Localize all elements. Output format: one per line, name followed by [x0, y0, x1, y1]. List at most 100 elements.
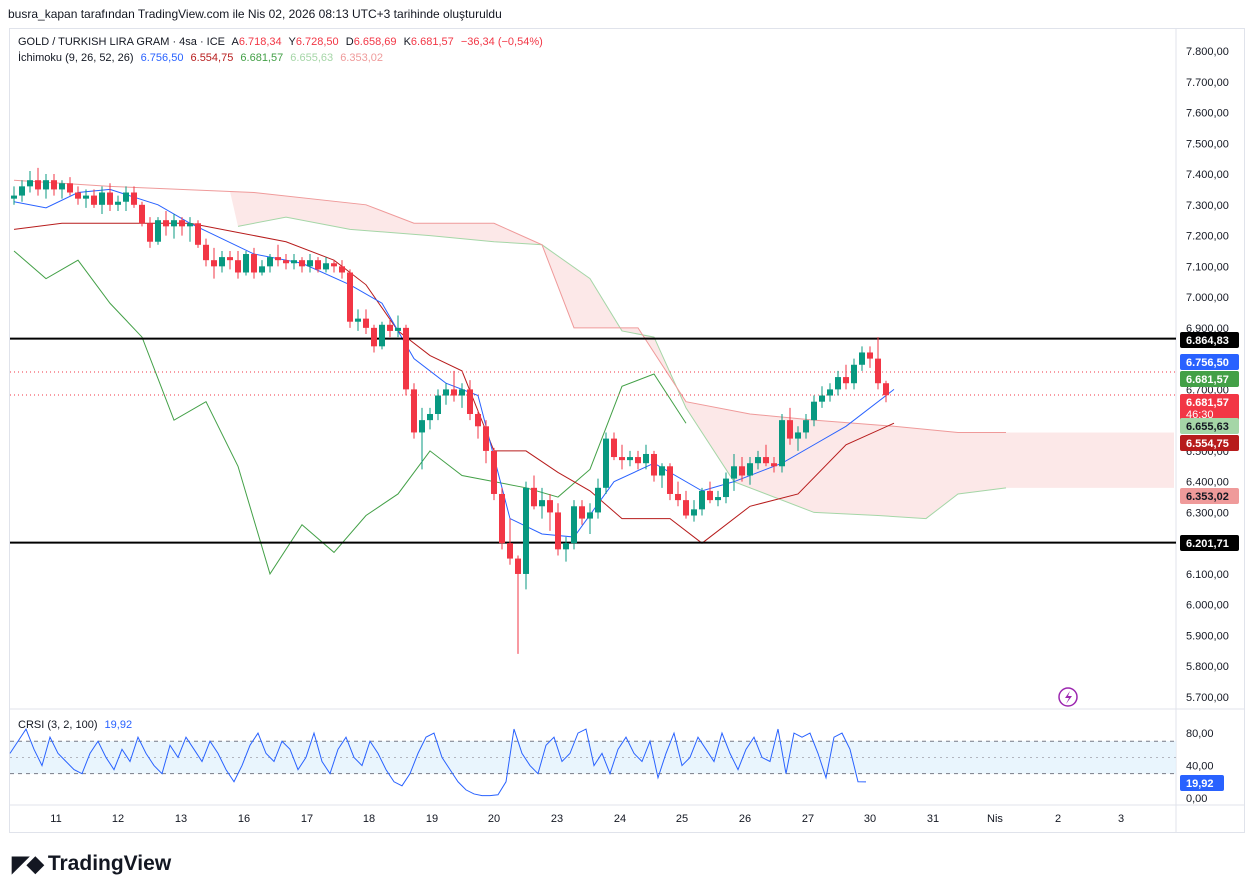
candle-body — [275, 257, 281, 261]
candle-body — [763, 457, 769, 464]
candle-body — [627, 457, 633, 461]
y-tick-label: 7.200,00 — [1186, 231, 1229, 243]
candle-body — [499, 493, 505, 544]
price-label-text: 6.864,83 — [1186, 335, 1229, 347]
y-tick-label: 7.600,00 — [1186, 108, 1229, 120]
price-label-badge — [1180, 354, 1239, 370]
candle-body — [827, 389, 833, 396]
y-tick-label: 6.000,00 — [1186, 600, 1229, 612]
candle-body — [299, 260, 305, 267]
y-tick-label: 7.300,00 — [1186, 200, 1229, 212]
candle-body — [267, 257, 273, 267]
tradingview-logo[interactable]: ◤◆ TradingView — [12, 851, 171, 877]
candle-body — [227, 257, 233, 261]
candle-body — [315, 260, 321, 270]
candle-body — [163, 220, 169, 227]
candle-body — [851, 364, 857, 384]
candle-body — [731, 466, 737, 479]
candle-body — [515, 558, 521, 574]
change-value: −36,34 (−0,54%) — [460, 36, 543, 48]
candle-body — [427, 413, 433, 421]
ichimoku-span-a-value: 6.655,63 — [290, 52, 334, 64]
price-label-text: 6.681,57 — [1186, 374, 1229, 386]
candle-body — [811, 401, 817, 421]
candle-body — [155, 220, 161, 242]
candle-body — [755, 457, 761, 464]
crsi-legend[interactable]: CRSI (3, 2, 100) 19,92 — [18, 719, 136, 731]
candle-body — [795, 432, 801, 439]
candle-body — [139, 204, 145, 224]
candle-body — [819, 395, 825, 402]
candle-body — [27, 180, 33, 187]
crsi-value-badge — [1180, 775, 1224, 791]
candle-body — [115, 201, 121, 205]
y-tick-label: 6.400,00 — [1186, 477, 1229, 489]
candle-body — [611, 438, 617, 458]
y-tick-label: 7.800,00 — [1186, 46, 1229, 58]
y-tick-label: 6.900,00 — [1186, 323, 1229, 335]
low-value: 6.658,69 — [353, 36, 397, 48]
candle-body — [835, 377, 841, 390]
header-caption: busra_kapan tarafından TradingView.com i… — [8, 7, 502, 21]
price-label-badge — [1180, 488, 1239, 504]
candle-body — [483, 426, 489, 451]
crsi-value-badge-text: 19,92 — [1186, 778, 1214, 790]
crsi-label: CRSI (3, 2, 100) — [18, 719, 98, 731]
chart-frame — [9, 28, 1245, 833]
open-label: A — [231, 36, 239, 48]
y-tick-label: 7.500,00 — [1186, 138, 1229, 150]
open-value: 6.718,34 — [238, 36, 282, 48]
candle-body — [651, 453, 657, 476]
y-tick-label: 7.400,00 — [1186, 169, 1229, 181]
candle-body — [723, 478, 729, 498]
x-tick-label: 31 — [927, 813, 939, 825]
candle-body — [467, 389, 473, 414]
x-tick-label: 17 — [301, 813, 313, 825]
lightning-icon-bolt — [1065, 691, 1072, 704]
x-tick-label: 20 — [488, 813, 500, 825]
candle-body — [715, 497, 721, 501]
x-tick-label: 26 — [739, 813, 751, 825]
x-tick-label: 27 — [802, 813, 814, 825]
x-tick-label: 23 — [551, 813, 563, 825]
high-label: Y — [288, 36, 296, 48]
price-label-badge — [1180, 535, 1239, 551]
candle-body — [883, 383, 889, 396]
candle-body — [19, 186, 25, 196]
x-tick-label: 12 — [112, 813, 124, 825]
y-tick-label: 5.900,00 — [1186, 630, 1229, 642]
close-value: 6.681,57 — [410, 36, 454, 48]
candle-body — [563, 543, 569, 550]
candle-body — [595, 487, 601, 513]
candle-body — [235, 260, 241, 273]
candle-body — [803, 420, 809, 433]
candle-body — [283, 260, 289, 264]
candle-body — [587, 512, 593, 519]
candle-body — [691, 509, 697, 516]
candle-body — [707, 490, 713, 501]
candle-body — [579, 506, 585, 519]
price-label-badge — [1180, 418, 1239, 434]
candle-body — [539, 500, 545, 507]
candle-body — [147, 223, 153, 242]
candle-body — [667, 466, 673, 494]
candle-body — [35, 180, 41, 190]
x-tick-label: 2 — [1055, 813, 1061, 825]
candle-body — [387, 324, 393, 331]
x-tick-label: 30 — [864, 813, 876, 825]
low-label: D — [345, 36, 354, 48]
candle-body — [635, 457, 641, 464]
candle-body — [451, 389, 457, 396]
x-tick-label: 25 — [676, 813, 688, 825]
symbol-title[interactable]: GOLD / TURKISH LIRA GRAM · 4sa · ICE — [18, 36, 226, 48]
candle-body — [675, 493, 681, 501]
ichimoku-label: İchimoku (9, 26, 52, 26) — [18, 52, 134, 64]
candle-body — [419, 420, 425, 433]
x-tick-label: 13 — [175, 813, 187, 825]
candle-body — [259, 266, 265, 273]
ichimoku-conversion-value: 6.756,50 — [140, 52, 184, 64]
candle-body — [195, 223, 201, 245]
ichimoku-legend[interactable]: İchimoku (9, 26, 52, 26) 6.756,50 6.554,… — [18, 52, 387, 64]
candle-body — [395, 327, 401, 331]
